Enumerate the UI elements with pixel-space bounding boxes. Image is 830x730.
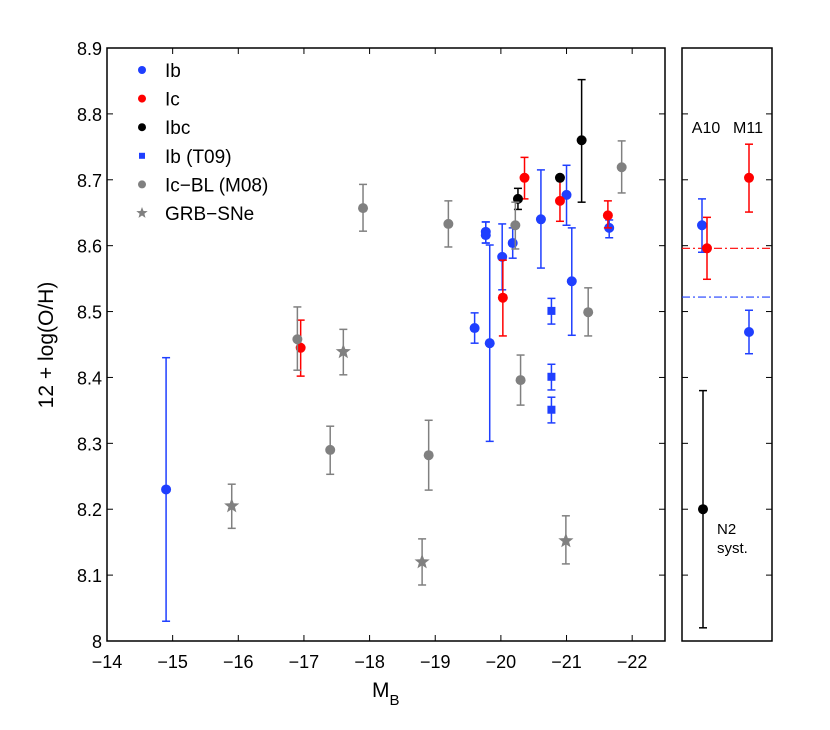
- data-point: [554, 195, 565, 206]
- side-data-point: [744, 172, 754, 183]
- systematic-label-line1: N2: [717, 521, 736, 538]
- series-ib-t09-: [547, 297, 556, 424]
- legend-label: GRB−SNe: [165, 204, 254, 225]
- data-point: [583, 307, 594, 318]
- legend-label: Ib (T09): [165, 147, 232, 168]
- y-tick-label: 8: [92, 632, 102, 652]
- data-point: [566, 276, 577, 287]
- data-point: [616, 162, 627, 173]
- systematic-label-line2: syst.: [717, 540, 748, 557]
- x-tick-label: −16: [223, 652, 254, 672]
- data-point: [510, 220, 521, 231]
- y-tick-label: 8.7: [77, 171, 102, 191]
- legend-marker: [138, 123, 146, 132]
- data-point: [414, 553, 430, 569]
- main-plot-area: −14 −15 −16 −17 −18 −19 −20 −21 −22 8 8.1 8.2 8.3 8.4…: [77, 39, 666, 672]
- data-point: [443, 218, 454, 229]
- data-point: [292, 334, 303, 345]
- data-point: [547, 372, 556, 381]
- legend-label: Ic−BL (M08): [165, 175, 268, 196]
- y-tick-label: 8.1: [77, 566, 102, 586]
- main-axes-frame: [106, 47, 666, 642]
- legend-label: Ib: [165, 61, 181, 82]
- side-panel-frame: [681, 47, 773, 642]
- data-point: [515, 375, 526, 386]
- data-point: [497, 292, 508, 303]
- side-data-point: [697, 220, 707, 231]
- data-point: [335, 343, 351, 359]
- legend-marker: [139, 152, 145, 159]
- data-point: [561, 189, 572, 200]
- data-point: [358, 203, 369, 214]
- x-tick-label: −20: [486, 652, 517, 672]
- data-point: [547, 405, 556, 414]
- data-point: [423, 450, 434, 461]
- x-axis-label-subscript: B: [390, 692, 400, 709]
- legend: Ib Ic Ibc Ib (T09) Ic−BL (M08) GRB−SNe: [136, 61, 268, 225]
- data-point: [161, 484, 172, 495]
- x-tick-label: −19: [420, 652, 451, 672]
- data-point: [535, 214, 546, 225]
- x-tick-label: −21: [551, 652, 582, 672]
- x-tick-label: −18: [354, 652, 385, 672]
- data-point: [576, 135, 587, 146]
- legend-marker: [136, 207, 148, 218]
- side-panel: A10 M11 N2 syst.: [681, 47, 773, 642]
- series-ic-bl-m08-: [292, 140, 627, 491]
- y-tick-label: 8.3: [77, 434, 102, 454]
- data-point: [519, 172, 530, 183]
- legend-marker: [138, 180, 146, 189]
- data-point: [497, 251, 508, 262]
- legend-marker: [138, 66, 146, 74]
- data-point: [325, 444, 336, 455]
- side-data-point: [702, 243, 712, 254]
- series-grb-sne: [224, 328, 574, 586]
- x-tick-label: −17: [289, 652, 320, 672]
- legend-marker: [138, 94, 146, 103]
- y-tick-label: 8.6: [77, 237, 102, 257]
- x-tick-label: −22: [617, 652, 648, 672]
- column-label-a10: A10: [692, 120, 721, 137]
- series-ib: [161, 164, 615, 622]
- legend-label: Ic: [165, 90, 180, 111]
- y-tick-label: 8.5: [77, 303, 102, 323]
- x-tick-label: −14: [92, 652, 123, 672]
- x-axis-label-main: M: [372, 679, 390, 702]
- y-tick-label: 8.2: [77, 500, 102, 520]
- x-tick-label: −15: [157, 652, 188, 672]
- data-point: [295, 342, 306, 353]
- data-point: [224, 497, 240, 513]
- y-tick-label: 8.9: [77, 39, 102, 59]
- data-point: [512, 193, 523, 204]
- series-ibc: [512, 78, 587, 211]
- x-axis-label: MB: [372, 679, 400, 709]
- data-point: [558, 532, 574, 548]
- data-point: [484, 338, 495, 349]
- y-tick-label: 8.4: [77, 368, 102, 388]
- data-point: [554, 172, 565, 183]
- side-data-point: [698, 504, 708, 515]
- column-label-m11: M11: [733, 120, 763, 137]
- side-data-point: [744, 326, 754, 337]
- data-point: [507, 238, 518, 249]
- data-point: [602, 210, 613, 221]
- data-point: [469, 323, 480, 334]
- data-point: [480, 230, 491, 241]
- legend-label: Ibc: [165, 118, 190, 139]
- y-tick-label: 8.8: [77, 105, 102, 125]
- data-point: [547, 306, 556, 315]
- y-axis-label: 12 + log(O/H): [35, 282, 58, 409]
